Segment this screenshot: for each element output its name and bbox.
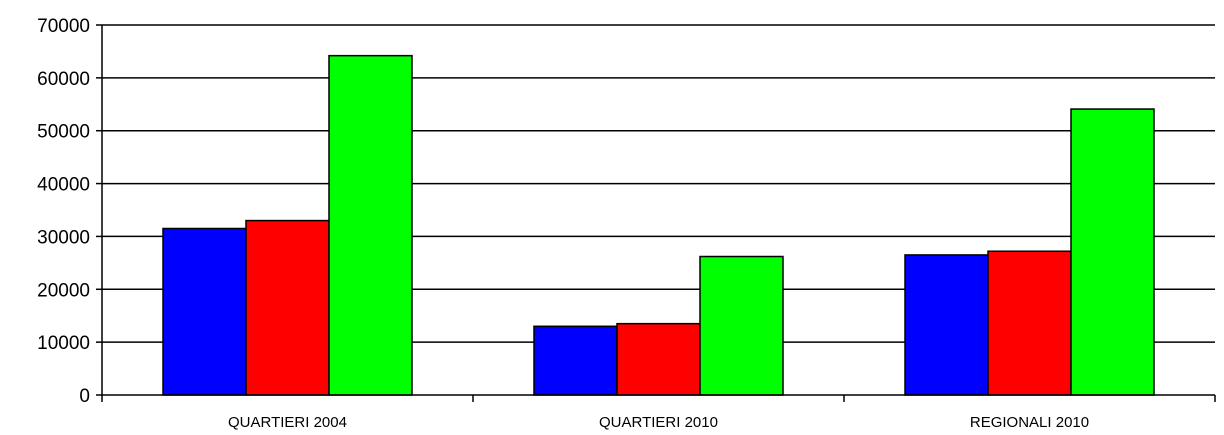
y-tick-label: 60000 — [37, 69, 90, 90]
bar — [699, 255, 784, 396]
bar — [245, 219, 330, 396]
bar — [987, 250, 1072, 396]
x-axis-category-labels: QUARTIERI 2004 QUARTIERI 2010 REGIONALI 20… — [228, 414, 1089, 431]
y-tick-label: 0 — [79, 386, 90, 407]
axes — [96, 24, 1216, 402]
y-tick-label: 20000 — [37, 280, 90, 301]
y-tick-label: 30000 — [37, 227, 90, 248]
bar — [162, 227, 247, 396]
bars — [162, 54, 1155, 396]
y-tick-label: 40000 — [37, 175, 90, 196]
x-category-label: REGIONALI 2010 — [970, 414, 1089, 431]
y-tick-label: 70000 — [37, 16, 90, 37]
y-tick-label: 50000 — [37, 122, 90, 143]
y-axis-tick-labels: 0 10000 20000 30000 40000 50000 60000 70000 — [37, 16, 90, 407]
x-category-label: QUARTIERI 2004 — [228, 414, 347, 431]
bar — [1070, 108, 1155, 396]
x-category-label: QUARTIERI 2010 — [599, 414, 718, 431]
bar — [328, 54, 413, 396]
y-tick-label: 10000 — [37, 333, 90, 354]
bar — [904, 254, 989, 396]
bar — [533, 325, 618, 396]
bar — [616, 322, 701, 396]
